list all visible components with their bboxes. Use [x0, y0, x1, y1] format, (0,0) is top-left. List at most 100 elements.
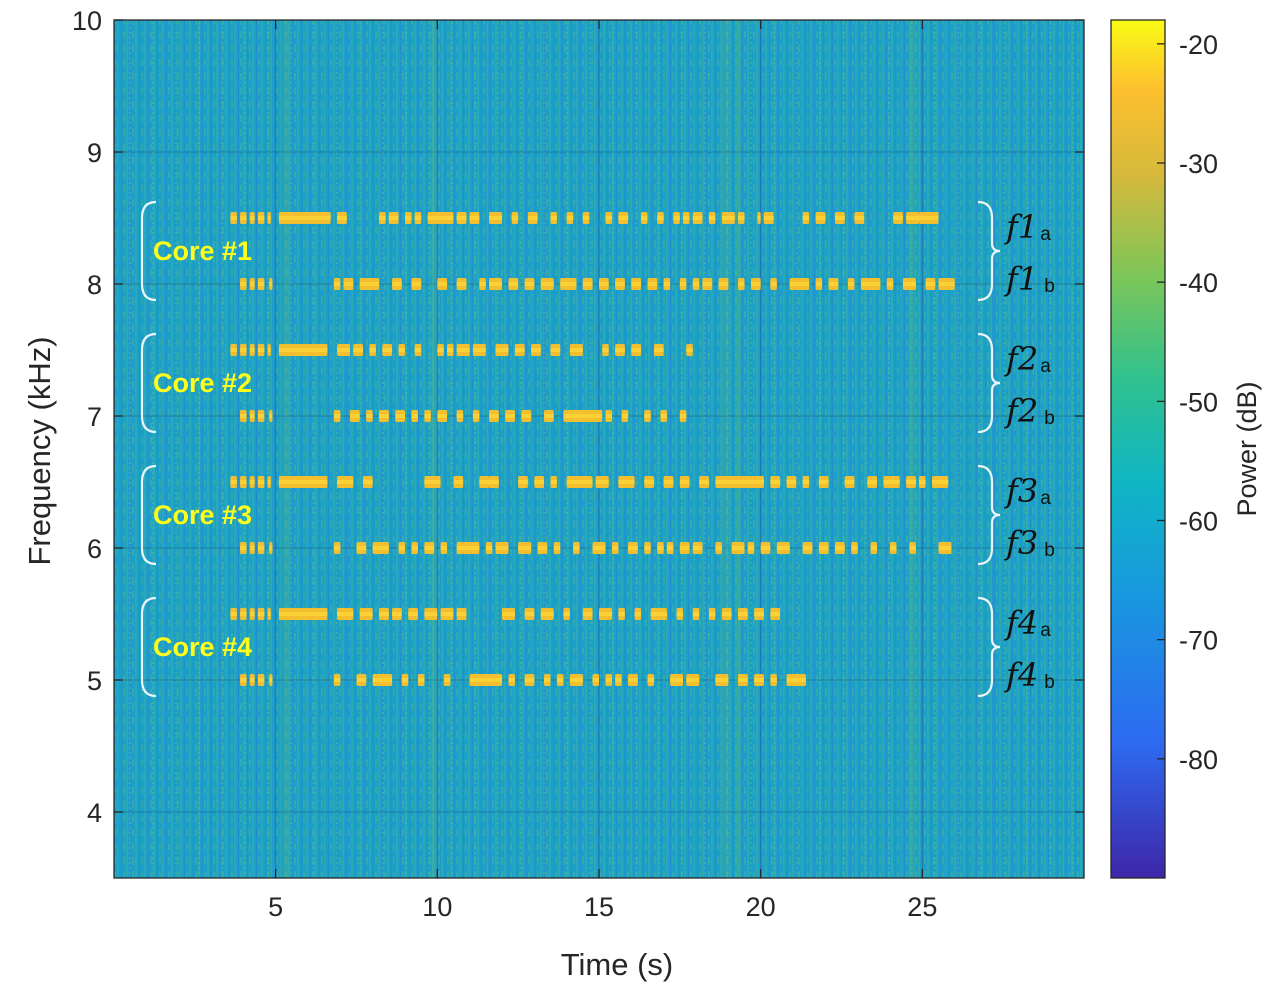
tone-pulse-core	[757, 216, 761, 220]
tone-pulse-core	[249, 546, 255, 550]
tone-pulse-core	[230, 216, 237, 220]
tone-pulse-core	[582, 216, 590, 220]
colorbar	[1110, 19, 1166, 879]
tone-pulse-core	[708, 612, 716, 616]
tone-pulse-core	[556, 678, 564, 682]
tone-pulse-core	[721, 216, 735, 220]
tone-label-name: f1	[1004, 208, 1038, 246]
tone-pulse-core	[456, 348, 470, 352]
tone-pulse-core	[919, 216, 939, 220]
tone-pulse-core	[257, 348, 265, 352]
tone-pulse-core	[333, 414, 341, 418]
tone-pulse-core	[650, 612, 667, 616]
tone-pulse-core	[818, 546, 829, 550]
y-tick-label: 6	[87, 534, 102, 564]
y-tick-label: 4	[87, 798, 102, 828]
tone-pulse-core	[453, 480, 464, 484]
tone-pulse-core	[670, 678, 684, 682]
tone-pulse-core	[747, 546, 755, 550]
tone-pulse-core	[902, 282, 916, 286]
tone-pulse-core	[437, 282, 448, 286]
tone-pulse-core	[634, 612, 642, 616]
tone-pulse-core	[599, 612, 612, 616]
tone-pulse-core	[417, 678, 425, 682]
tone-pulse-core	[240, 414, 247, 418]
core-brace-right	[977, 464, 1001, 566]
tone-pulse-core	[631, 282, 642, 286]
tone-pulse-core	[692, 216, 703, 220]
tone-pulse-core	[489, 282, 502, 286]
tone-pulse-core	[392, 612, 402, 616]
tone-pulse-core	[518, 480, 528, 484]
tone-pulse-core	[440, 546, 448, 550]
noise-streak	[722, 20, 729, 878]
tone-pulse-core	[628, 546, 638, 550]
tone-pulse-core	[537, 546, 548, 550]
tone-pulse-core	[718, 282, 729, 286]
tone-pulse-core	[456, 414, 464, 418]
tone-pulse-core	[508, 282, 519, 286]
tone-pulse-core	[240, 546, 247, 550]
tone-pulse-core	[372, 678, 393, 682]
tone-pulse-core	[663, 480, 674, 484]
tone-pulse-core	[754, 612, 764, 616]
tone-pulse-core	[333, 546, 341, 550]
colorbar-tick-label: -70	[1179, 626, 1218, 656]
tone-pulse-core	[249, 480, 255, 484]
tone-pulse-core	[456, 546, 480, 550]
tone-pulse-core	[472, 348, 486, 352]
tone-pulse-core	[443, 678, 451, 682]
tone-pulse-core	[550, 216, 557, 220]
tone-pulse-core	[278, 612, 328, 616]
tone-label-sub: a	[1040, 488, 1051, 509]
tone-pulse-core	[401, 678, 409, 682]
noise-streak	[735, 20, 742, 878]
tone-pulse-core	[527, 216, 538, 220]
tone-pulse-core	[269, 678, 273, 682]
tone-pulse-core	[485, 546, 493, 550]
tone-pulse-core	[666, 546, 674, 550]
tone-pulse-core	[411, 546, 418, 550]
tone-pulse-core	[854, 216, 865, 220]
tone-pulse-core	[692, 282, 700, 286]
tone-label-name: f4	[1004, 656, 1038, 694]
tone-label-name: f3	[1004, 472, 1038, 510]
tone-pulse-core	[867, 480, 878, 484]
tone-pulse-core	[267, 480, 271, 484]
tone-pulse-core	[550, 348, 561, 352]
tone-pulse-core	[524, 612, 535, 616]
tone-pulse-core	[398, 546, 405, 550]
tone-pulse-core	[257, 678, 265, 682]
tone-pulse-core	[257, 414, 265, 418]
tone-pulse-core	[731, 546, 745, 550]
tone-pulse-core	[337, 216, 347, 220]
tone-pulse-core	[424, 414, 431, 418]
tone-pulse-core	[679, 546, 690, 550]
tone-pulse-core	[770, 678, 777, 682]
tone-pulse-core	[353, 348, 363, 352]
tone-pulse-core	[802, 216, 810, 220]
tone-pulse-core	[489, 480, 499, 484]
tone-pulse-core	[715, 546, 722, 550]
tone-pulse-core	[611, 546, 619, 550]
y-axis-label: Frequency (kHz)	[22, 336, 57, 565]
tone-pulse-core	[932, 480, 949, 484]
tone-pulse-core	[563, 414, 603, 418]
tone-label-f3a: f3 a	[1004, 472, 1051, 510]
tone-pulse-core	[618, 612, 625, 616]
tone-pulse-core	[644, 480, 654, 484]
tone-pulse-core	[257, 282, 265, 286]
tone-pulse-core	[544, 678, 551, 682]
tone-label-sub: b	[1044, 408, 1055, 429]
tone-pulse-core	[356, 678, 367, 682]
tone-label-name: f4	[1004, 604, 1038, 642]
core-bracket-left	[140, 596, 157, 698]
tone-pulse-core	[382, 348, 393, 352]
tone-pulse-core	[615, 348, 625, 352]
tone-pulse-core	[531, 348, 541, 352]
tone-pulse-core	[679, 282, 687, 286]
tone-pulse-core	[699, 480, 709, 484]
tone-pulse-core	[605, 216, 612, 220]
tone-pulse-core	[257, 546, 265, 550]
tone-pulse-core	[379, 612, 389, 616]
